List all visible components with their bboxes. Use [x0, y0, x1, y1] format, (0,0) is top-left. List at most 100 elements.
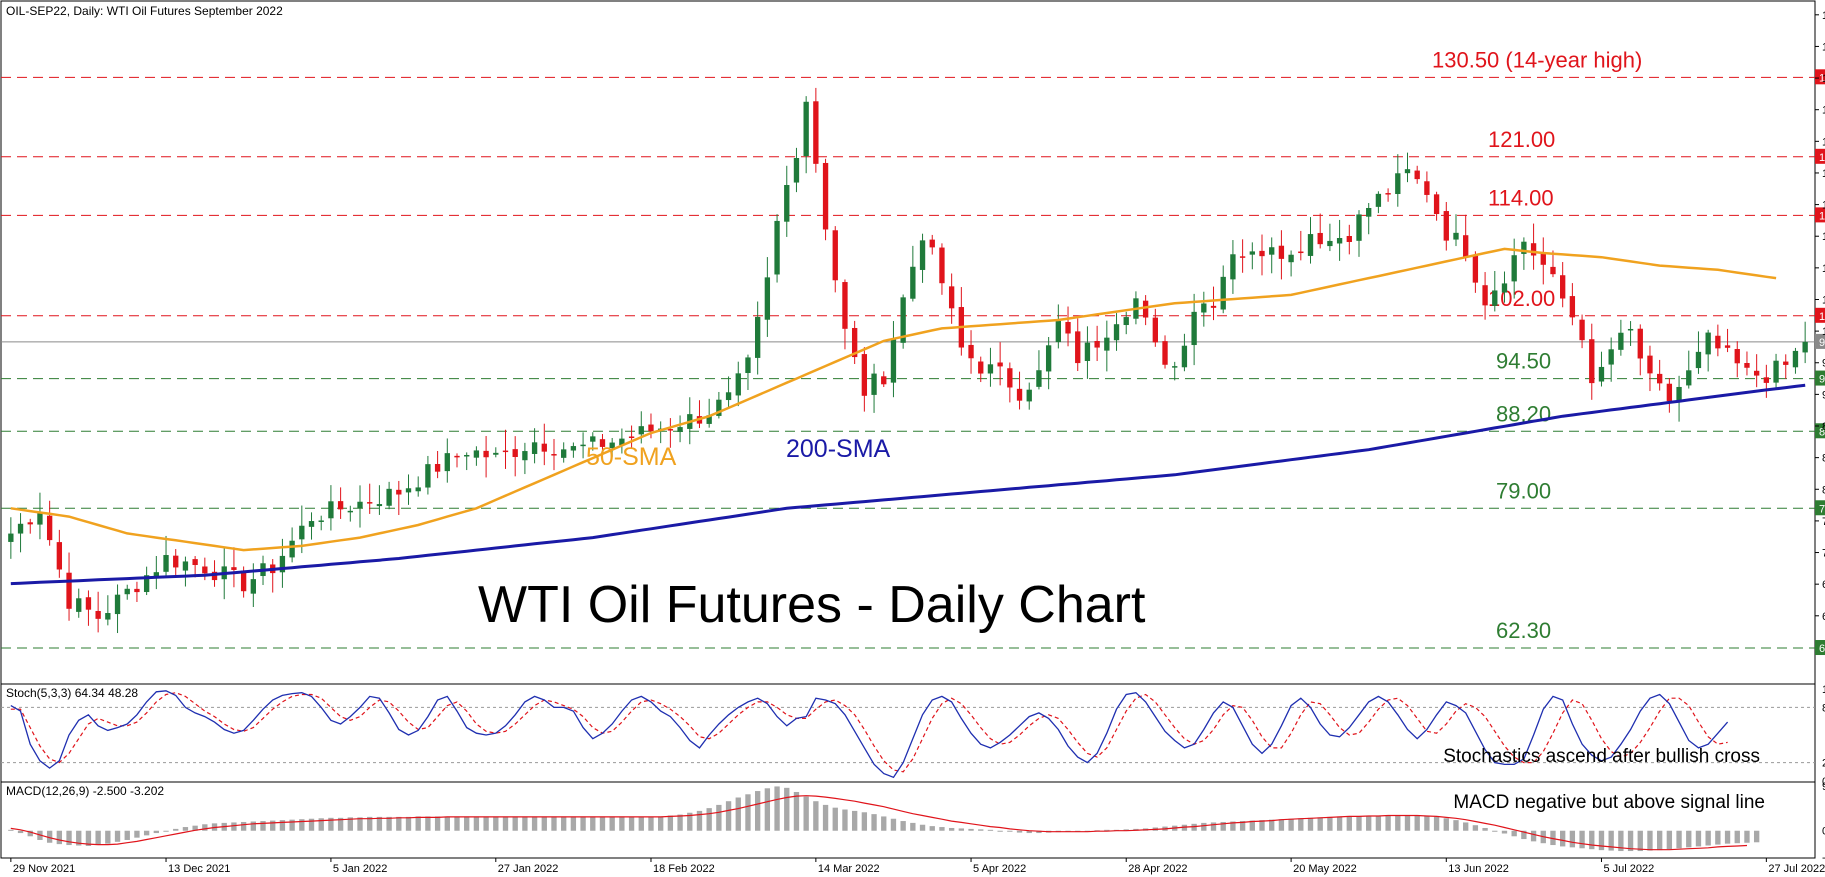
macd-bar	[240, 821, 247, 831]
candle-body	[881, 376, 887, 385]
candle-body	[541, 443, 547, 452]
candle-body	[1453, 232, 1459, 240]
candle-body	[968, 344, 974, 359]
chart-header: OIL-SEP22, Daily: WTI Oil Futures Septem…	[6, 4, 283, 18]
candle-body	[434, 463, 441, 472]
candle-body	[1385, 193, 1391, 195]
macd-bar	[260, 821, 266, 831]
candle-body	[1637, 328, 1643, 359]
level-tag-6	[1815, 500, 1825, 516]
stoch-tick-label: 0.00	[1822, 776, 1825, 788]
macd-bar	[619, 816, 625, 831]
macd-bar	[716, 804, 722, 831]
macd-bar	[1036, 830, 1042, 834]
candle-body	[1414, 170, 1420, 180]
macd-bar	[1016, 830, 1023, 833]
candle-body	[1055, 320, 1062, 343]
macd-bar	[279, 820, 286, 831]
candle-body	[1783, 361, 1789, 365]
macd-bar	[658, 816, 664, 831]
candle-body	[987, 364, 994, 374]
candle-body	[357, 501, 363, 509]
macd-bar	[270, 820, 276, 831]
candle-body	[502, 450, 509, 453]
candle-body	[337, 501, 344, 510]
candle-body	[105, 613, 111, 620]
macd-bar	[308, 818, 315, 831]
macd-bar	[531, 816, 538, 831]
macd-bar	[328, 817, 334, 831]
candle-body	[1579, 319, 1585, 341]
stoch-annotation: Stochastics ascend after bullish cross	[1443, 746, 1760, 767]
candle-body	[1230, 254, 1236, 280]
candle-body	[570, 446, 577, 451]
macd-bar	[1385, 815, 1391, 831]
macd-tick-label: -5.690	[1822, 852, 1825, 864]
macd-bar	[881, 816, 887, 831]
macd-bar	[1414, 815, 1420, 831]
candle-body	[735, 373, 741, 396]
macd-bar	[1443, 818, 1449, 831]
macd-bar	[1676, 830, 1682, 849]
level-label-7: 62.30	[1496, 618, 1551, 643]
macd-bar	[337, 817, 344, 831]
macd-bar	[1346, 815, 1352, 831]
candle-body	[1569, 296, 1576, 318]
candle-body	[182, 561, 189, 571]
macd-bar	[861, 812, 868, 831]
sma200-line	[10, 383, 1806, 586]
level-tag-text-2: 114.00	[1819, 210, 1825, 222]
candle-body	[415, 487, 421, 492]
candle-body	[978, 361, 984, 374]
candle-body	[939, 247, 945, 284]
candle-body	[1686, 370, 1692, 386]
candle-body	[1298, 251, 1304, 254]
macd-bar	[46, 830, 53, 843]
price-tick-label: 103.95	[1822, 294, 1825, 306]
macd-bar	[153, 830, 160, 834]
macd-bar	[754, 791, 761, 831]
macd-bar	[1734, 830, 1740, 844]
macd-bar	[512, 816, 518, 831]
macd-bar	[386, 816, 392, 831]
candle-body	[871, 373, 877, 395]
candle-body	[822, 162, 829, 230]
macd-bar	[134, 830, 140, 838]
macd-bar	[561, 816, 567, 831]
candle-body	[250, 579, 256, 594]
macd-bar	[357, 817, 363, 831]
macd-bar	[929, 826, 935, 831]
macd-bar	[124, 830, 130, 840]
price-tick-label: 130.41	[1822, 73, 1825, 85]
stoch-tick-label: 100.00	[1822, 684, 1825, 696]
macd-bar	[1278, 819, 1285, 831]
candle-body	[1802, 341, 1808, 353]
candle-body	[803, 101, 809, 157]
level-tag-text-7: 62.30	[1819, 643, 1825, 655]
candle-body	[1249, 251, 1255, 255]
macd-bar	[1686, 830, 1692, 848]
macd-bar	[706, 808, 712, 831]
macd-bar	[66, 830, 72, 846]
candle-body	[17, 523, 24, 534]
macd-bar	[725, 801, 732, 831]
x-tick-label: 5 Apr 2022	[973, 863, 1026, 875]
macd-bar	[1269, 819, 1275, 831]
candle-body	[192, 559, 198, 566]
x-tick-label: 27 Jul 2022	[1768, 863, 1825, 875]
candle-body	[1521, 241, 1527, 254]
level-tag-text-3: 102.00	[1819, 311, 1825, 323]
candle-body	[1608, 349, 1614, 365]
macd-bar	[764, 788, 771, 831]
candle-body	[376, 504, 383, 507]
macd-bar	[1579, 830, 1585, 849]
stoch-signal-line	[10, 692, 1728, 773]
price-tick-label: 73.71	[1822, 548, 1825, 560]
macd-bar	[1589, 830, 1595, 850]
candle-body	[1734, 349, 1740, 364]
candle-body	[444, 453, 450, 472]
candle-body	[1472, 255, 1479, 283]
level-label-4: 94.50	[1496, 349, 1551, 374]
candle-body	[1501, 283, 1508, 293]
candle-body	[1366, 207, 1372, 217]
